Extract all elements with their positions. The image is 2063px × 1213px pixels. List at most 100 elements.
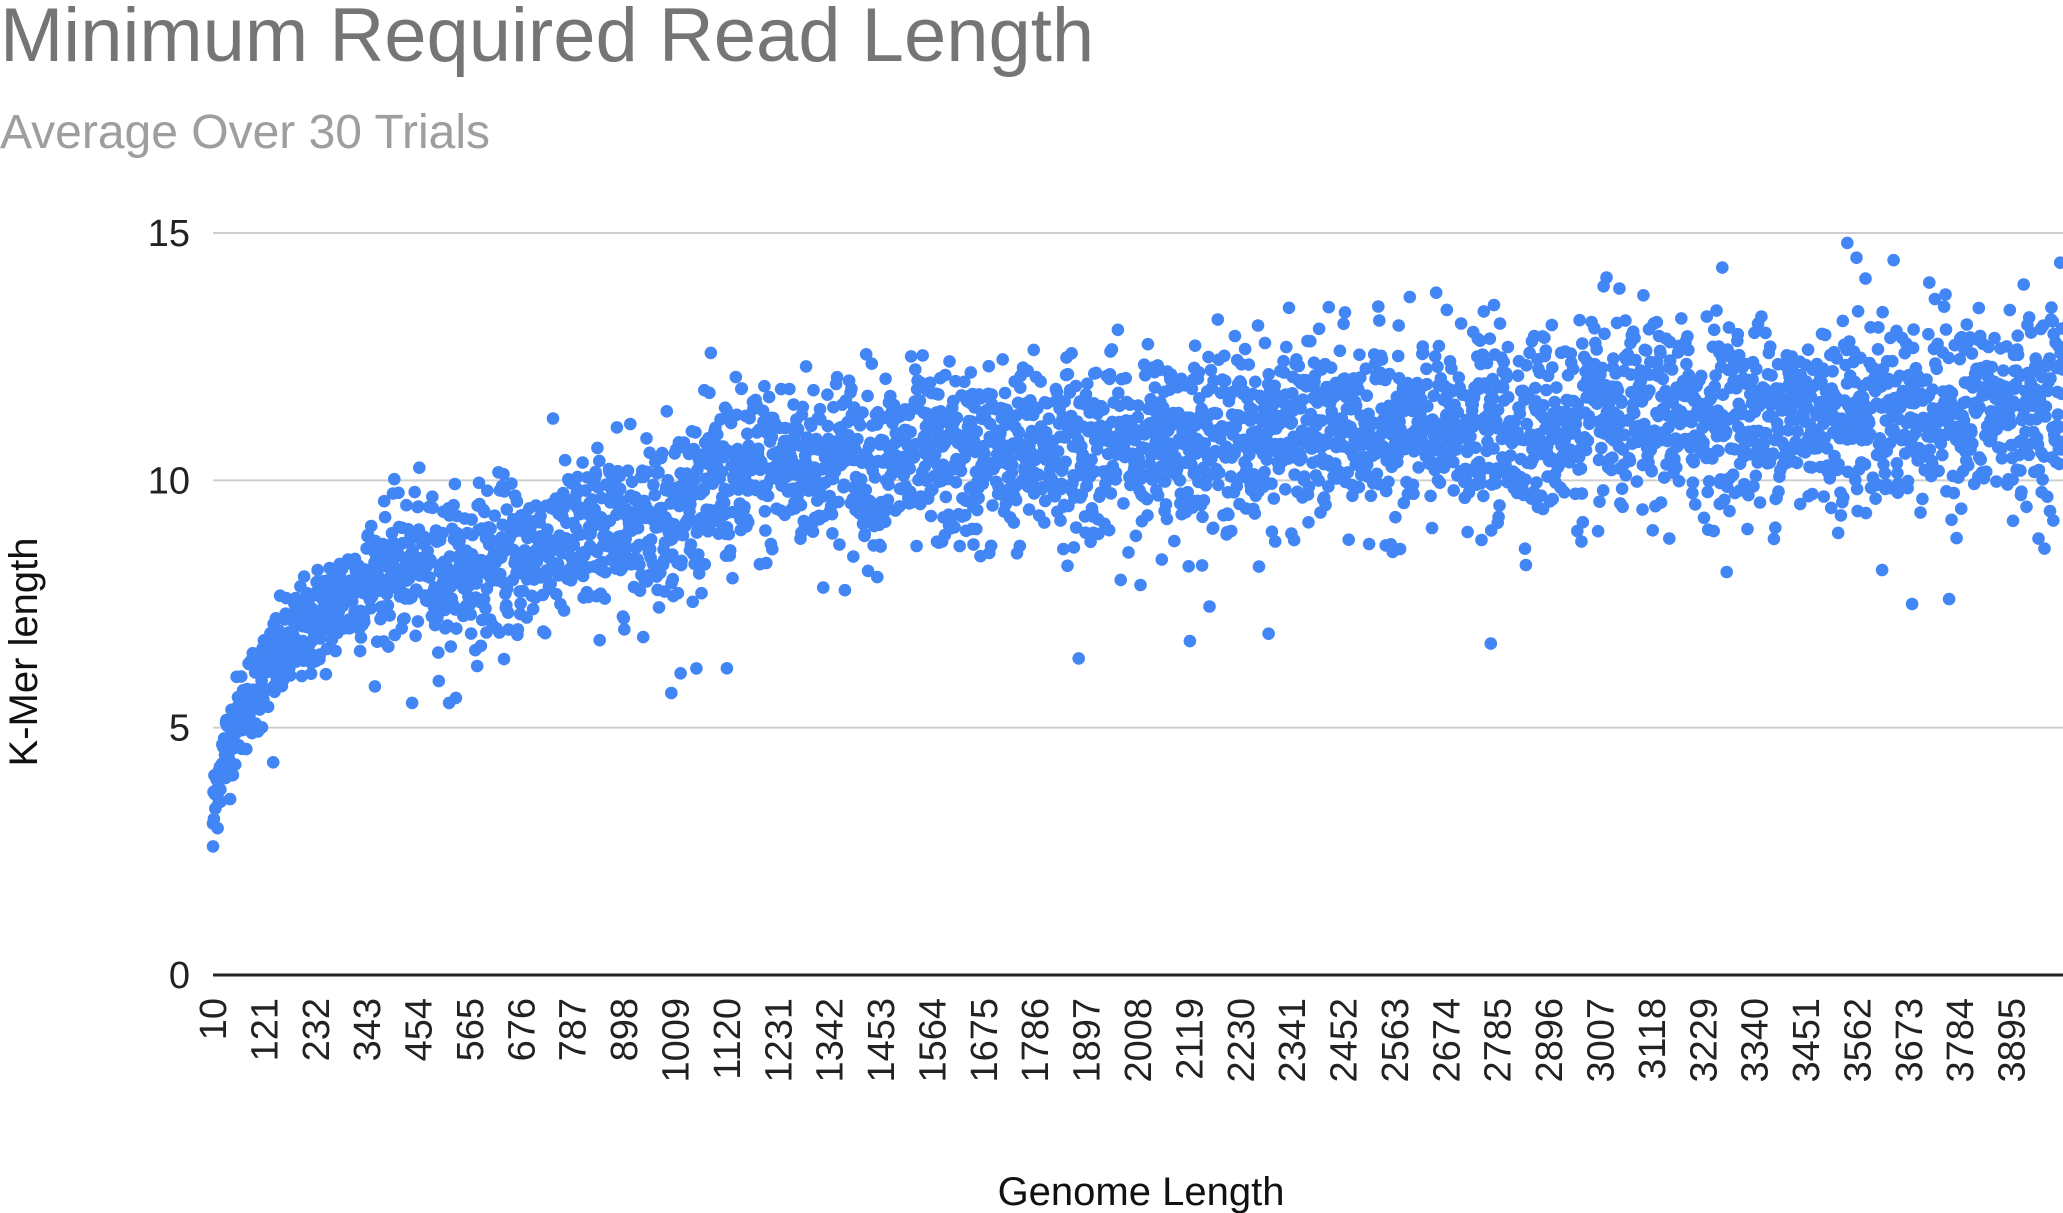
data-point — [958, 509, 972, 522]
data-point — [497, 467, 510, 481]
data-point — [1566, 362, 1580, 376]
data-point — [1425, 521, 1439, 535]
data-point — [1545, 318, 1559, 332]
data-point — [511, 623, 525, 636]
data-point — [381, 599, 395, 612]
data-point — [1872, 321, 1885, 334]
data-point — [1982, 340, 1995, 354]
data-point — [1218, 349, 1231, 363]
data-point — [1337, 317, 1350, 331]
data-point — [1548, 395, 1561, 409]
data-point — [1206, 521, 1220, 535]
data-point — [1755, 310, 1768, 323]
data-point — [967, 538, 980, 551]
data-point — [1119, 371, 1132, 385]
data-point — [1627, 406, 1641, 420]
data-point — [497, 652, 511, 666]
data-point — [1645, 465, 1658, 478]
data-point — [1876, 305, 1889, 319]
data-point — [1979, 465, 1993, 479]
data-point — [1686, 476, 1700, 490]
data-point — [936, 458, 950, 472]
data-point — [1484, 637, 1498, 650]
data-point — [1772, 485, 1785, 498]
data-point — [1447, 484, 1460, 497]
data-point — [1051, 445, 1065, 458]
data-point — [1338, 306, 1352, 319]
x-tick-label: 3784 — [1940, 998, 1982, 1083]
data-point — [942, 508, 955, 521]
data-point — [741, 515, 755, 529]
data-point — [1743, 448, 1757, 461]
data-point — [2044, 372, 2057, 385]
data-point — [1576, 515, 1590, 529]
data-point — [904, 350, 918, 363]
data-point — [999, 497, 1013, 511]
data-point — [1623, 454, 1637, 468]
data-point — [1874, 435, 1887, 448]
data-point — [1662, 421, 1675, 435]
data-point — [1280, 340, 1293, 354]
data-point — [1420, 377, 1434, 391]
data-point — [1564, 347, 1578, 360]
data-point — [1067, 541, 1081, 554]
data-point — [1006, 459, 1019, 472]
data-point — [529, 499, 543, 512]
data-point — [297, 570, 311, 583]
data-point — [1038, 516, 1051, 529]
data-point — [1258, 465, 1271, 479]
x-tick-label: 3451 — [1786, 998, 1828, 1083]
data-point — [329, 644, 342, 658]
data-point — [837, 478, 851, 492]
data-point — [1906, 341, 1920, 355]
data-point — [1619, 469, 1633, 482]
data-point — [1923, 443, 1937, 457]
data-point — [1360, 458, 1374, 472]
x-tick-label: 1675 — [964, 998, 1006, 1083]
data-point — [2011, 329, 2024, 343]
data-point — [1831, 526, 1845, 540]
data-point — [1114, 573, 1127, 587]
data-point — [1034, 375, 1047, 388]
data-point — [1492, 510, 1505, 524]
data-point — [1869, 492, 1882, 506]
data-point — [1432, 339, 1446, 353]
data-point — [1304, 334, 1317, 348]
data-point — [1097, 403, 1110, 416]
data-point — [652, 465, 665, 479]
data-point — [1055, 477, 1068, 491]
data-point — [1164, 368, 1178, 381]
data-point — [695, 586, 708, 600]
data-point — [2036, 473, 2049, 486]
data-point — [621, 464, 635, 478]
data-point — [1364, 489, 1378, 503]
data-point — [1863, 427, 1877, 441]
data-point — [729, 370, 743, 384]
data-point — [1942, 351, 1955, 365]
data-point — [1954, 502, 1968, 515]
data-point — [450, 622, 463, 635]
data-point — [950, 411, 964, 425]
data-point — [807, 383, 820, 397]
data-point — [1156, 401, 1170, 414]
data-point — [289, 591, 303, 605]
x-tick-label: 1897 — [1067, 998, 1109, 1083]
data-point — [240, 742, 253, 756]
data-point — [1065, 347, 1078, 360]
data-point — [1751, 456, 1764, 469]
data-point — [1133, 459, 1147, 472]
data-point — [255, 721, 269, 734]
x-tick-label: 2341 — [1272, 998, 1314, 1083]
data-point — [686, 595, 699, 609]
data-point — [1593, 495, 1606, 509]
data-point — [1753, 496, 1767, 509]
data-point — [1251, 319, 1265, 332]
x-tick-label: 1786 — [1015, 998, 1057, 1083]
data-point — [1953, 352, 1967, 366]
data-point — [228, 758, 242, 771]
data-point — [972, 491, 985, 505]
data-point — [1747, 480, 1760, 493]
data-point — [1104, 487, 1118, 500]
data-point — [1862, 416, 1876, 430]
data-point — [223, 792, 237, 806]
